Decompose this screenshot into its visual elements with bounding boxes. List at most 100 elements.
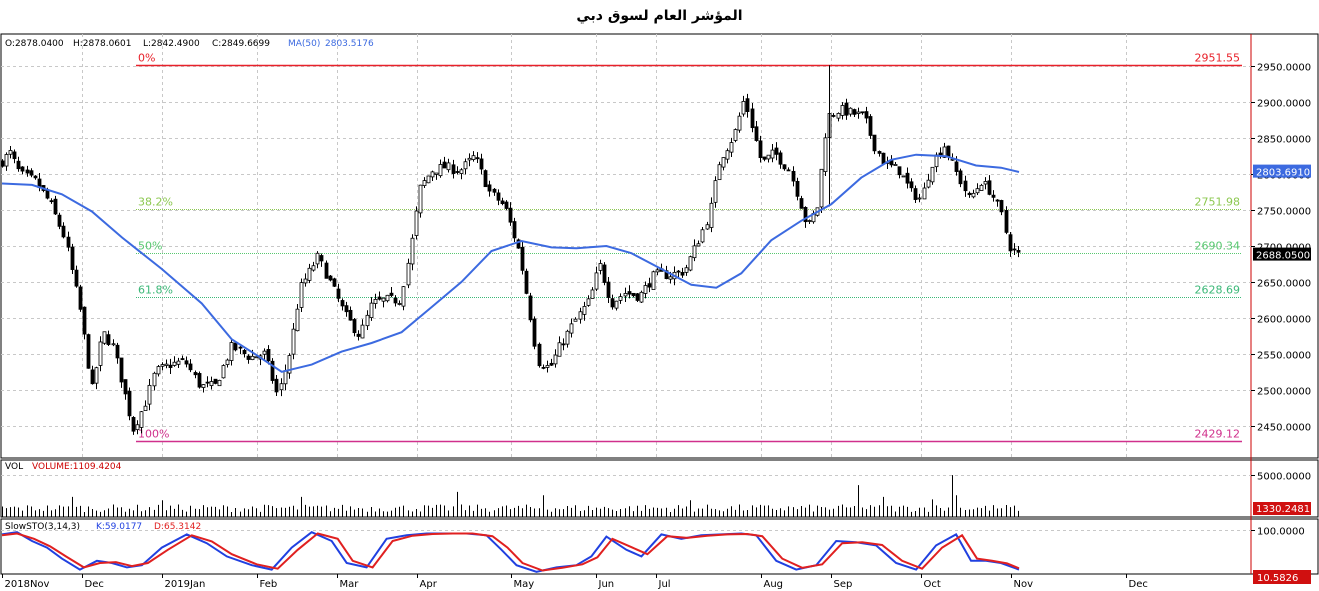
candle-body (729, 142, 734, 153)
candle-body (119, 357, 124, 383)
candle-body (926, 179, 931, 188)
candle-body (254, 356, 259, 359)
candle-body (668, 276, 673, 280)
candle-body (479, 158, 484, 170)
volume-panel-frame (0, 459, 1319, 518)
candle-body (868, 116, 873, 136)
candle-body (819, 168, 824, 208)
price-tick-label: 2850.0000 (1257, 135, 1311, 146)
candle-body (750, 108, 755, 129)
candle-body (25, 169, 30, 174)
candle-body (946, 145, 951, 157)
candle-body (631, 292, 636, 297)
month-label: Nov (1014, 579, 1034, 590)
candle-body (713, 180, 718, 203)
volume-last-box (1253, 502, 1311, 515)
candle-body (782, 164, 787, 170)
candle-body (995, 199, 1000, 202)
candle-body (147, 384, 152, 405)
candle-body (999, 200, 1004, 213)
candle-body (754, 126, 759, 141)
month-label: May (514, 579, 535, 590)
candle-body (397, 303, 402, 305)
candle-body (385, 294, 390, 302)
candle-body (422, 180, 427, 186)
fib-percent-label: 0% (138, 52, 155, 65)
price-tick-label: 2600.0000 (1257, 315, 1311, 326)
candle-body (418, 184, 423, 214)
candle-body (643, 285, 648, 294)
candle-body (455, 171, 460, 173)
candle-body (840, 105, 845, 116)
candle-body (893, 164, 898, 166)
candle-body (66, 236, 71, 248)
candle-body (737, 115, 742, 131)
stochastic-label: SlowSTO(3,14,3) (5, 522, 80, 532)
price-tick-label: 2550.0000 (1257, 351, 1311, 362)
candle-body (131, 417, 136, 432)
candle-body (545, 365, 550, 368)
candle-body (348, 309, 353, 321)
price-tick-label: 2750.0000 (1257, 207, 1311, 218)
candle-body (557, 342, 562, 357)
candle-body (94, 367, 99, 384)
candle-body (197, 373, 202, 388)
candle-body (803, 207, 808, 223)
candle-body (201, 384, 206, 388)
candle-body (569, 323, 574, 334)
candle-body (561, 343, 566, 346)
candle-body (393, 297, 398, 304)
candle-body (360, 324, 365, 339)
candle-body (860, 111, 865, 114)
candle-body (901, 175, 906, 178)
candle-body (176, 360, 181, 365)
candle-body (319, 255, 324, 262)
candle-body (532, 318, 537, 347)
month-label: Sep (834, 579, 853, 590)
candle-body (975, 188, 980, 194)
month-label: Jul (658, 579, 671, 590)
candle-body (578, 311, 583, 320)
candle-body (549, 362, 554, 366)
candle-body (442, 161, 447, 169)
candle-body (717, 164, 722, 181)
candle-body (139, 411, 144, 428)
month-label: Feb (260, 579, 278, 590)
candle-body (315, 252, 320, 265)
candle-body (102, 331, 107, 344)
ma-last-value: 2803.6910 (1256, 168, 1310, 179)
candle-body (401, 286, 406, 307)
stochastic-last-box (1253, 570, 1311, 584)
candle-body (430, 171, 435, 178)
price-tick-label: 2450.0000 (1257, 423, 1311, 434)
candle-body (758, 140, 763, 159)
candle-body (610, 298, 615, 308)
last-price-value-box (1253, 247, 1311, 261)
candle-body (229, 342, 234, 361)
chart-title: المؤشر العام لسوق دبي (576, 8, 743, 24)
candle-body (475, 157, 480, 160)
candle-body (377, 296, 382, 300)
candle-body (705, 224, 710, 230)
candle-body (766, 154, 771, 160)
candle-body (205, 381, 210, 384)
candle-body (90, 369, 95, 385)
candle-body (958, 170, 963, 185)
candle-body (692, 245, 697, 259)
candle-body (336, 288, 341, 299)
month-label: Jun (598, 579, 615, 590)
candle-body (598, 263, 603, 271)
candle-body (573, 318, 578, 322)
fib-value-label: 2628.69 (1195, 284, 1241, 297)
month-label: Mar (340, 579, 360, 590)
candle-body (266, 349, 271, 362)
candle-body (45, 190, 50, 199)
volume-last-value: 1330.2481 (1256, 504, 1310, 515)
candle-body (221, 365, 226, 379)
candle-body (741, 100, 746, 115)
candle-body (635, 293, 640, 301)
candle-body (537, 343, 542, 367)
candle-body (524, 270, 529, 294)
candle-body (594, 272, 599, 290)
